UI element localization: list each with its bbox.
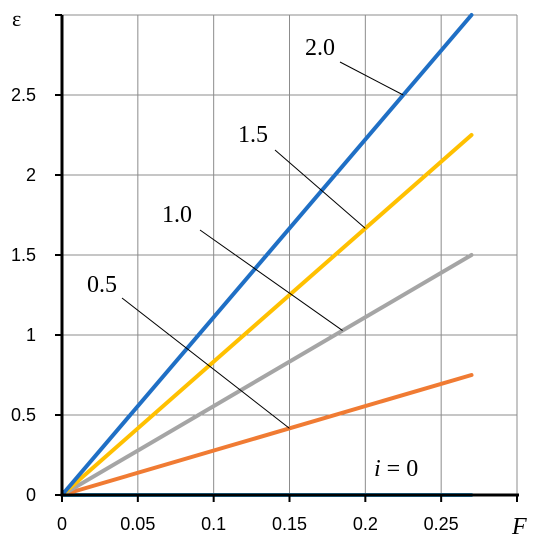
annotation-leader-line [121, 297, 290, 429]
y-tick-label: 2 [26, 165, 36, 185]
x-tick-label: 0.15 [272, 514, 307, 534]
annotation-label: 2.0 [305, 35, 335, 61]
x-tick-label: 0.25 [424, 514, 459, 534]
series-line [60, 373, 474, 497]
tick-labels: 0 0.05 0.1 0.15 0.2 0.25 0 0.5 1 1.5 2 2.5 [11, 85, 459, 534]
y-tick-label: 0 [26, 485, 36, 505]
y-tick-label: 0.5 [11, 405, 36, 425]
annotation-leader-line [199, 229, 343, 331]
x-tick-label: 0.1 [201, 514, 226, 534]
annotation-label: 0.5 [87, 272, 117, 298]
annotation-leader-line [339, 61, 404, 96]
annotation-label: 1.5 [238, 122, 268, 148]
x-tick-label: 0 [57, 514, 67, 534]
x-axis-title: F [511, 514, 527, 540]
annotation-label: 1.0 [162, 202, 192, 228]
y-axis-title: ε [12, 6, 21, 31]
x-tick-label: 0.05 [120, 514, 155, 534]
y-tick-label: 1 [26, 325, 36, 345]
y-tick-label: 1.5 [11, 245, 36, 265]
x-tick-label: 0.2 [353, 514, 378, 534]
annotations: 2.0 1.5 1.0 0.5 i = 0 [87, 35, 418, 482]
annotation-leader-line [274, 149, 366, 229]
series-line [60, 253, 474, 497]
y-tick-label: 2.5 [11, 85, 36, 105]
grid [62, 14, 518, 495]
series-line [60, 133, 474, 497]
annotation-label: i = 0 [374, 456, 418, 482]
axes [55, 14, 519, 502]
